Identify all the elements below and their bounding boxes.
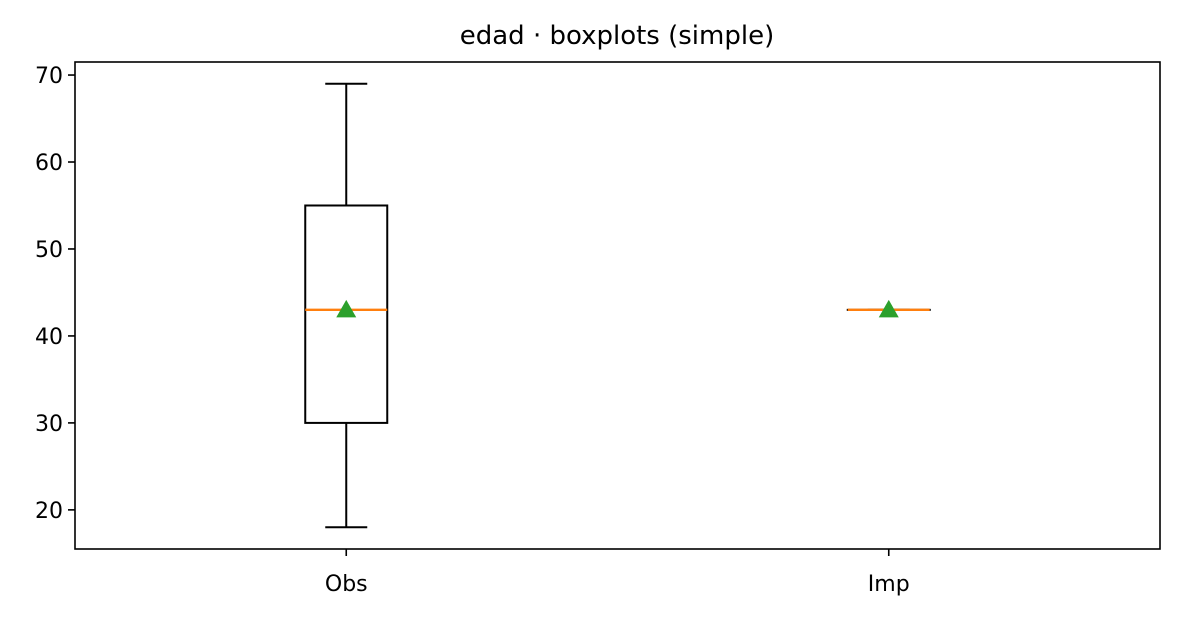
y-tick-label: 60 <box>35 151 63 176</box>
plot-area: 20 30 40 50 60 70 Obs Imp <box>35 64 931 597</box>
y-tick-label: 20 <box>35 499 63 524</box>
plot-frame <box>74 61 1161 550</box>
y-tick-label: 30 <box>35 412 63 437</box>
chart-title: edad · boxplots (simple) <box>460 21 774 51</box>
mean-marker <box>878 299 899 318</box>
box-obs <box>304 204 389 424</box>
x-tick-label: Obs <box>325 572 368 597</box>
y-tick-label: 50 <box>35 238 63 263</box>
x-tick-label: Imp <box>868 572 910 597</box>
mean-marker <box>336 299 357 318</box>
y-tick-label: 40 <box>35 325 63 350</box>
y-tick-label: 70 <box>35 64 63 89</box>
